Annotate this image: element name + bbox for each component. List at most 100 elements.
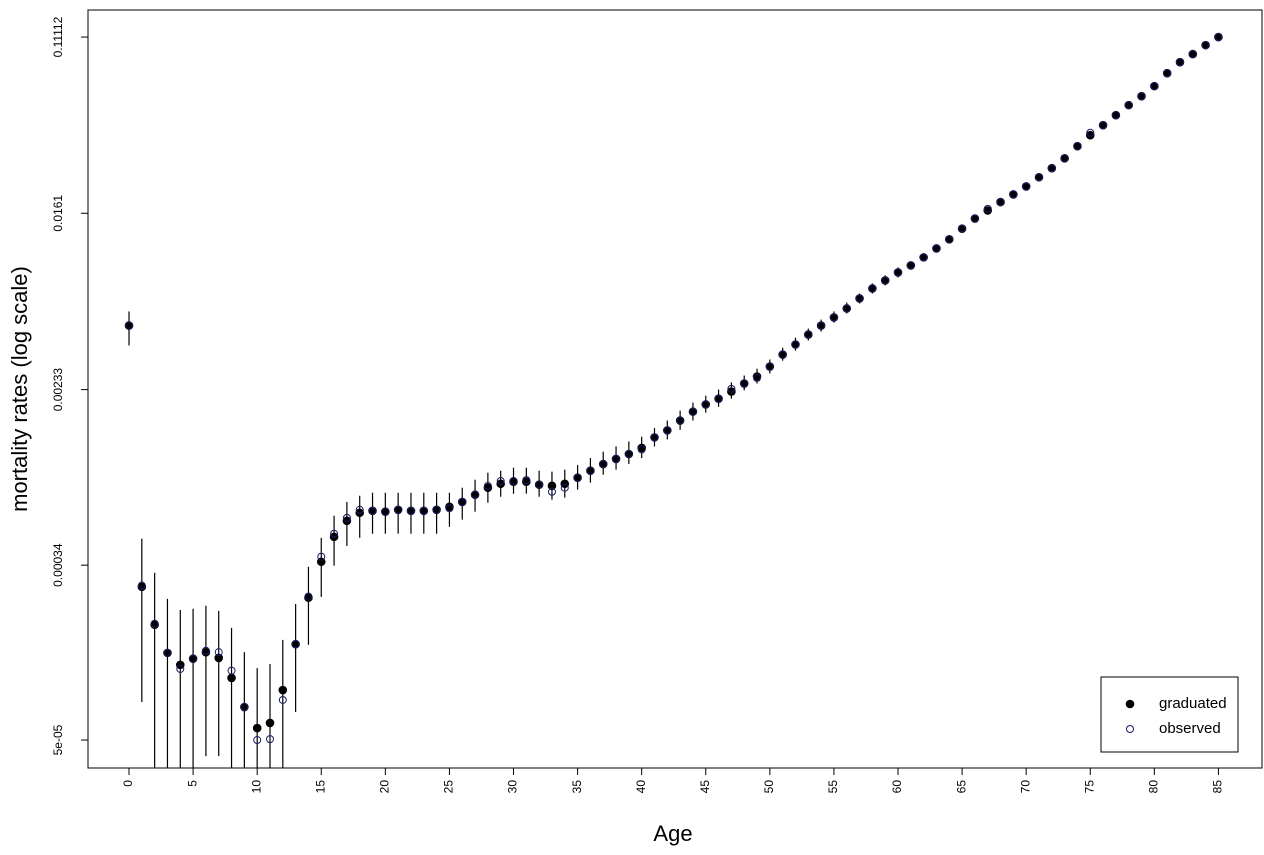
data-point <box>663 426 672 435</box>
data-point <box>419 506 428 515</box>
x-tick-label: 60 <box>890 780 904 794</box>
legend-label: observed <box>1159 720 1221 737</box>
data-point <box>1137 92 1146 101</box>
x-tick-label: 45 <box>698 780 712 794</box>
data-point <box>471 490 480 499</box>
x-tick-label: 40 <box>634 780 648 794</box>
data-point <box>227 673 236 683</box>
y-axis-title: mortality rates (log scale) <box>7 266 32 512</box>
x-tick-label: 5 <box>185 780 199 787</box>
data-point <box>1111 111 1120 120</box>
y-tick-label: 0.00233 <box>51 368 65 412</box>
data-point <box>560 483 569 492</box>
data-point <box>970 214 979 223</box>
data-point <box>1073 142 1082 151</box>
x-tick-label: 35 <box>570 780 584 794</box>
y-tick-label: 0.0161 <box>51 195 65 232</box>
plot-frame <box>87 9 1263 769</box>
data-point <box>983 204 992 213</box>
data-point <box>958 224 967 233</box>
data-point <box>1188 50 1197 59</box>
data-point <box>1022 182 1031 191</box>
x-tick-label: 0 <box>121 780 135 787</box>
data-point <box>342 516 352 526</box>
data-point <box>1163 69 1172 78</box>
x-axis-title: Age <box>653 821 692 846</box>
data-point <box>176 664 185 673</box>
data-point <box>137 582 147 592</box>
data-point <box>547 487 556 496</box>
data-point <box>1150 82 1159 91</box>
data-point <box>1175 58 1184 67</box>
data-point <box>752 372 762 381</box>
data-point <box>765 362 774 371</box>
data-point <box>1060 154 1069 163</box>
data-point <box>150 619 159 628</box>
data-point <box>265 735 274 744</box>
x-tick-label: 20 <box>378 780 392 794</box>
x-tick-label: 30 <box>506 780 520 794</box>
x-tick-label: 55 <box>826 780 840 794</box>
legend-box <box>1100 676 1239 753</box>
data-point <box>817 321 826 330</box>
data-point <box>201 646 210 655</box>
data-point <box>1214 33 1223 42</box>
data-point <box>317 552 326 561</box>
data-point <box>355 505 364 514</box>
data-point <box>868 284 877 293</box>
data-point <box>189 654 198 663</box>
data-point <box>547 481 557 491</box>
legend-marker <box>1126 725 1134 733</box>
data-point <box>125 321 134 330</box>
plot-area <box>124 32 1223 768</box>
data-point <box>1085 130 1095 140</box>
data-point <box>1201 41 1210 50</box>
data-point <box>650 433 659 442</box>
data-point <box>1034 173 1043 182</box>
data-point <box>945 235 954 244</box>
data-point <box>355 508 365 518</box>
data-point <box>919 253 928 262</box>
x-tick-label: 10 <box>249 780 263 794</box>
y-tick-label: 5e-05 <box>51 724 65 755</box>
data-point <box>240 703 249 712</box>
x-tick-label: 25 <box>442 780 456 794</box>
data-point <box>637 445 646 454</box>
data-point <box>137 581 146 590</box>
y-tick-label: 0.11112 <box>51 16 65 57</box>
data-point <box>214 653 224 663</box>
data-point <box>496 479 505 489</box>
data-point <box>624 450 633 459</box>
data-point <box>573 473 582 482</box>
data-point <box>483 481 492 490</box>
data-point <box>265 718 275 728</box>
data-point <box>368 506 377 515</box>
x-tick-label: 65 <box>954 780 968 794</box>
data-point <box>458 497 467 506</box>
data-point <box>599 460 608 469</box>
data-point <box>330 529 339 538</box>
legend-label: graduated <box>1159 695 1227 712</box>
x-tick-label: 80 <box>1147 780 1161 794</box>
data-point <box>278 685 288 695</box>
data-point <box>714 394 723 403</box>
x-tick-label: 75 <box>1082 780 1096 794</box>
data-point <box>394 505 403 514</box>
y-tick-label: 0.00034 <box>51 543 65 587</box>
data-point <box>1124 101 1133 110</box>
data-point <box>1047 164 1056 173</box>
data-point <box>445 504 454 513</box>
data-point <box>740 379 749 388</box>
data-point <box>304 592 313 601</box>
data-point <box>996 198 1005 207</box>
data-point <box>881 276 890 285</box>
x-tick-label: 15 <box>313 780 327 794</box>
x-tick-label: 70 <box>1018 780 1032 794</box>
data-point <box>278 695 287 704</box>
data-point <box>1086 128 1095 137</box>
data-point <box>535 480 544 489</box>
data-point <box>778 350 787 359</box>
data-point <box>586 466 595 475</box>
data-point <box>227 666 236 675</box>
